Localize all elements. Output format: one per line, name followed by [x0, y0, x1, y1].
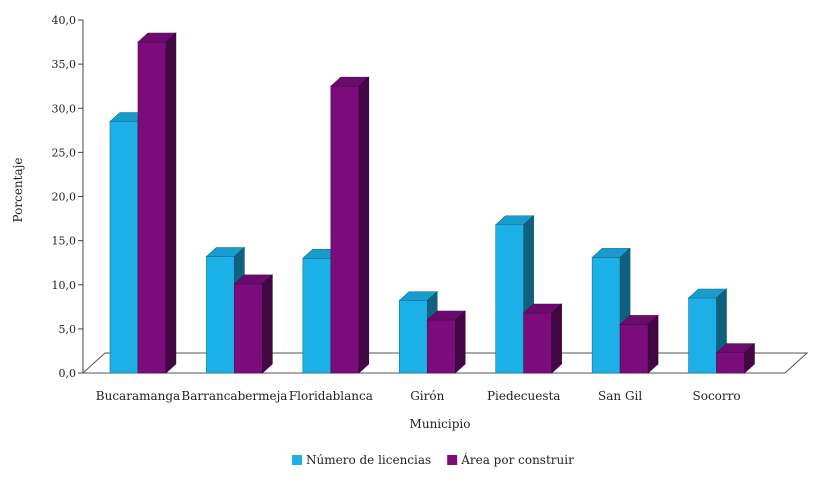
- chart-labels: Bucaramanga Barrancabermeja Floridablanca G…: [96, 389, 741, 403]
- legend-label: Número de licencias: [306, 453, 431, 467]
- chart-bars: [109, 32, 756, 374]
- bar-front: [426, 319, 456, 374]
- legend-swatch: [292, 455, 302, 465]
- y-tick-label: 10,0: [52, 279, 77, 292]
- bar: [619, 314, 659, 374]
- y-axis-title: Porcentaje: [11, 158, 25, 223]
- bar: [233, 274, 274, 374]
- y-tick-label: 25,0: [52, 146, 77, 159]
- x-tick-label: Girón: [410, 389, 444, 403]
- bar-front: [619, 324, 649, 374]
- bar: [137, 32, 177, 374]
- x-tick-label: Barrancabermeja: [181, 389, 287, 403]
- y-tick-label: 0,0: [59, 367, 77, 380]
- bar: [522, 303, 563, 374]
- bar: [330, 76, 370, 374]
- x-tick-label: Bucaramanga: [96, 389, 180, 403]
- y-tick-label: 40,0: [52, 14, 77, 27]
- bar-side: [358, 76, 370, 374]
- bar-front: [398, 300, 428, 374]
- y-tick-label: 30,0: [52, 102, 77, 115]
- bar-side: [551, 303, 562, 374]
- bar: [687, 288, 728, 374]
- bar-side: [262, 274, 273, 374]
- y-tick-label: 35,0: [52, 58, 77, 71]
- bar-front: [330, 85, 360, 374]
- bar-side: [647, 314, 659, 374]
- bar-front: [302, 257, 332, 374]
- legend-item: Área por construir: [447, 452, 574, 467]
- bar-front: [591, 257, 621, 374]
- x-tick-label: Floridablanca: [289, 389, 373, 403]
- bar: [715, 343, 756, 374]
- bar-front: [523, 312, 553, 374]
- bar: [494, 215, 535, 374]
- bar: [426, 310, 466, 374]
- bar-front: [716, 352, 745, 374]
- x-tick-label: San Gil: [598, 389, 642, 403]
- legend-label: Área por construir: [460, 452, 574, 467]
- bar-side: [165, 32, 177, 374]
- y-tick-label: 15,0: [52, 235, 77, 248]
- legend-item: Número de licencias: [292, 453, 431, 467]
- bar-front: [206, 256, 235, 374]
- bar-front: [137, 41, 167, 374]
- chart-legend: Número de licencias Área por construir: [292, 452, 574, 467]
- bar-side: [744, 343, 755, 374]
- y-tick-label: 20,0: [52, 191, 77, 204]
- bar-side: [454, 310, 466, 374]
- bar-front: [109, 121, 139, 374]
- x-tick-label: Socorro: [693, 389, 741, 403]
- bar-front: [234, 283, 263, 374]
- bar-front: [688, 297, 717, 374]
- x-tick-label: Piedecuesta: [487, 389, 560, 403]
- x-axis-title: Municipio: [410, 417, 471, 431]
- bar-front: [495, 224, 525, 374]
- y-tick-label: 5,0: [59, 323, 77, 336]
- legend-swatch: [447, 455, 458, 465]
